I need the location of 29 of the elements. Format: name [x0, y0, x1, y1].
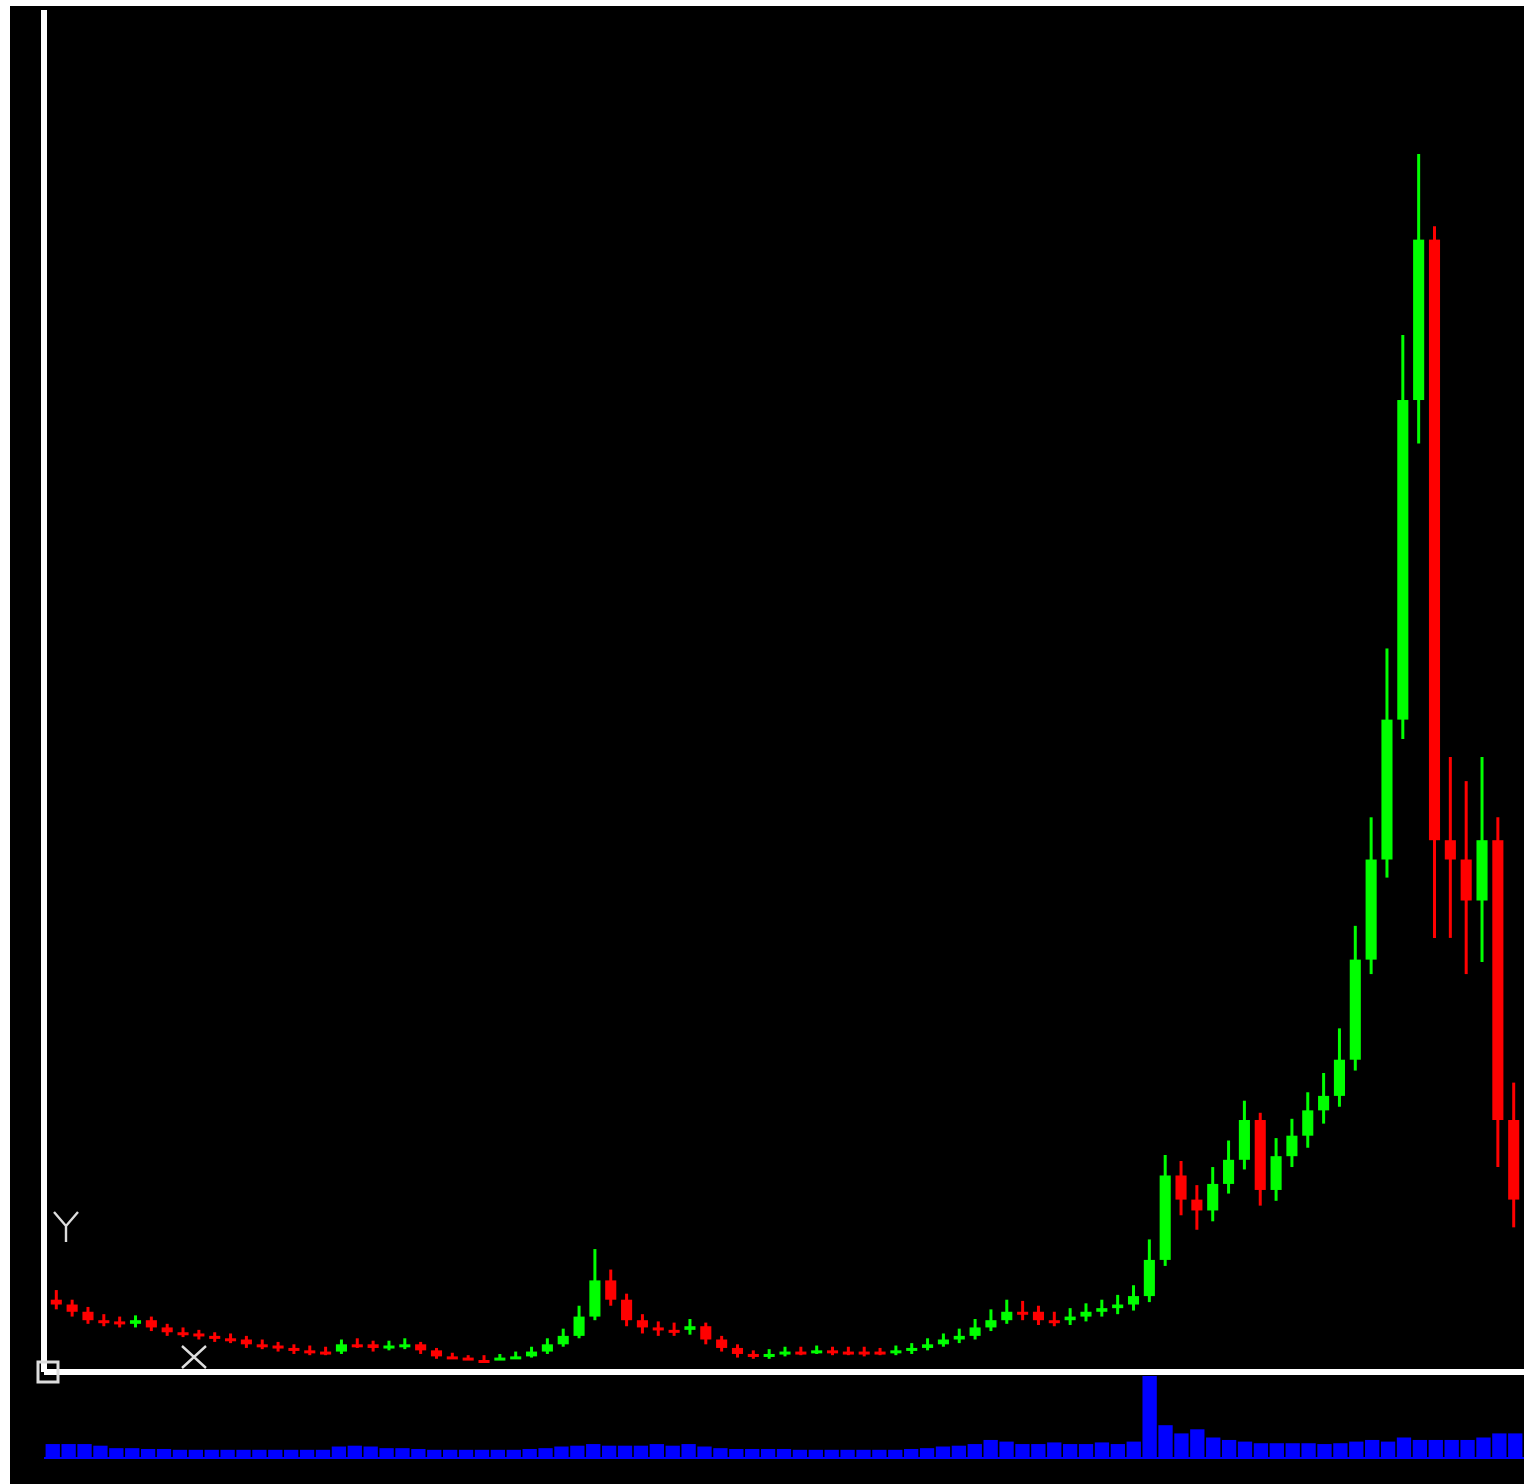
candlestick — [1444, 755, 1456, 940]
candlestick — [1017, 1299, 1029, 1322]
candlestick — [605, 1268, 617, 1308]
candlestick — [573, 1304, 585, 1340]
candlestick — [1080, 1301, 1092, 1323]
candlestick — [1223, 1139, 1235, 1196]
candlestick — [1001, 1298, 1013, 1326]
candlestick — [1238, 1099, 1250, 1171]
candlestick — [1460, 779, 1472, 976]
candlestick — [50, 1288, 62, 1311]
candlestick — [985, 1307, 997, 1333]
candlestick — [1270, 1136, 1282, 1203]
candlestick — [1318, 1071, 1330, 1126]
candlestick — [700, 1321, 712, 1346]
candlestick — [636, 1312, 648, 1335]
candlestick — [1191, 1183, 1203, 1232]
candlestick — [1207, 1165, 1219, 1223]
candlestick — [557, 1327, 569, 1349]
candlestick — [969, 1317, 981, 1341]
candlestick — [1302, 1090, 1314, 1150]
candlestick — [1286, 1117, 1298, 1169]
candlestick — [589, 1247, 601, 1322]
candlestick — [1333, 1026, 1345, 1109]
candlestick — [478, 1353, 490, 1363]
candlestick — [621, 1292, 633, 1328]
candlestick — [1032, 1304, 1045, 1327]
candlestick — [1175, 1159, 1187, 1217]
candlestick — [1127, 1283, 1140, 1313]
candlestick — [1143, 1237, 1155, 1304]
